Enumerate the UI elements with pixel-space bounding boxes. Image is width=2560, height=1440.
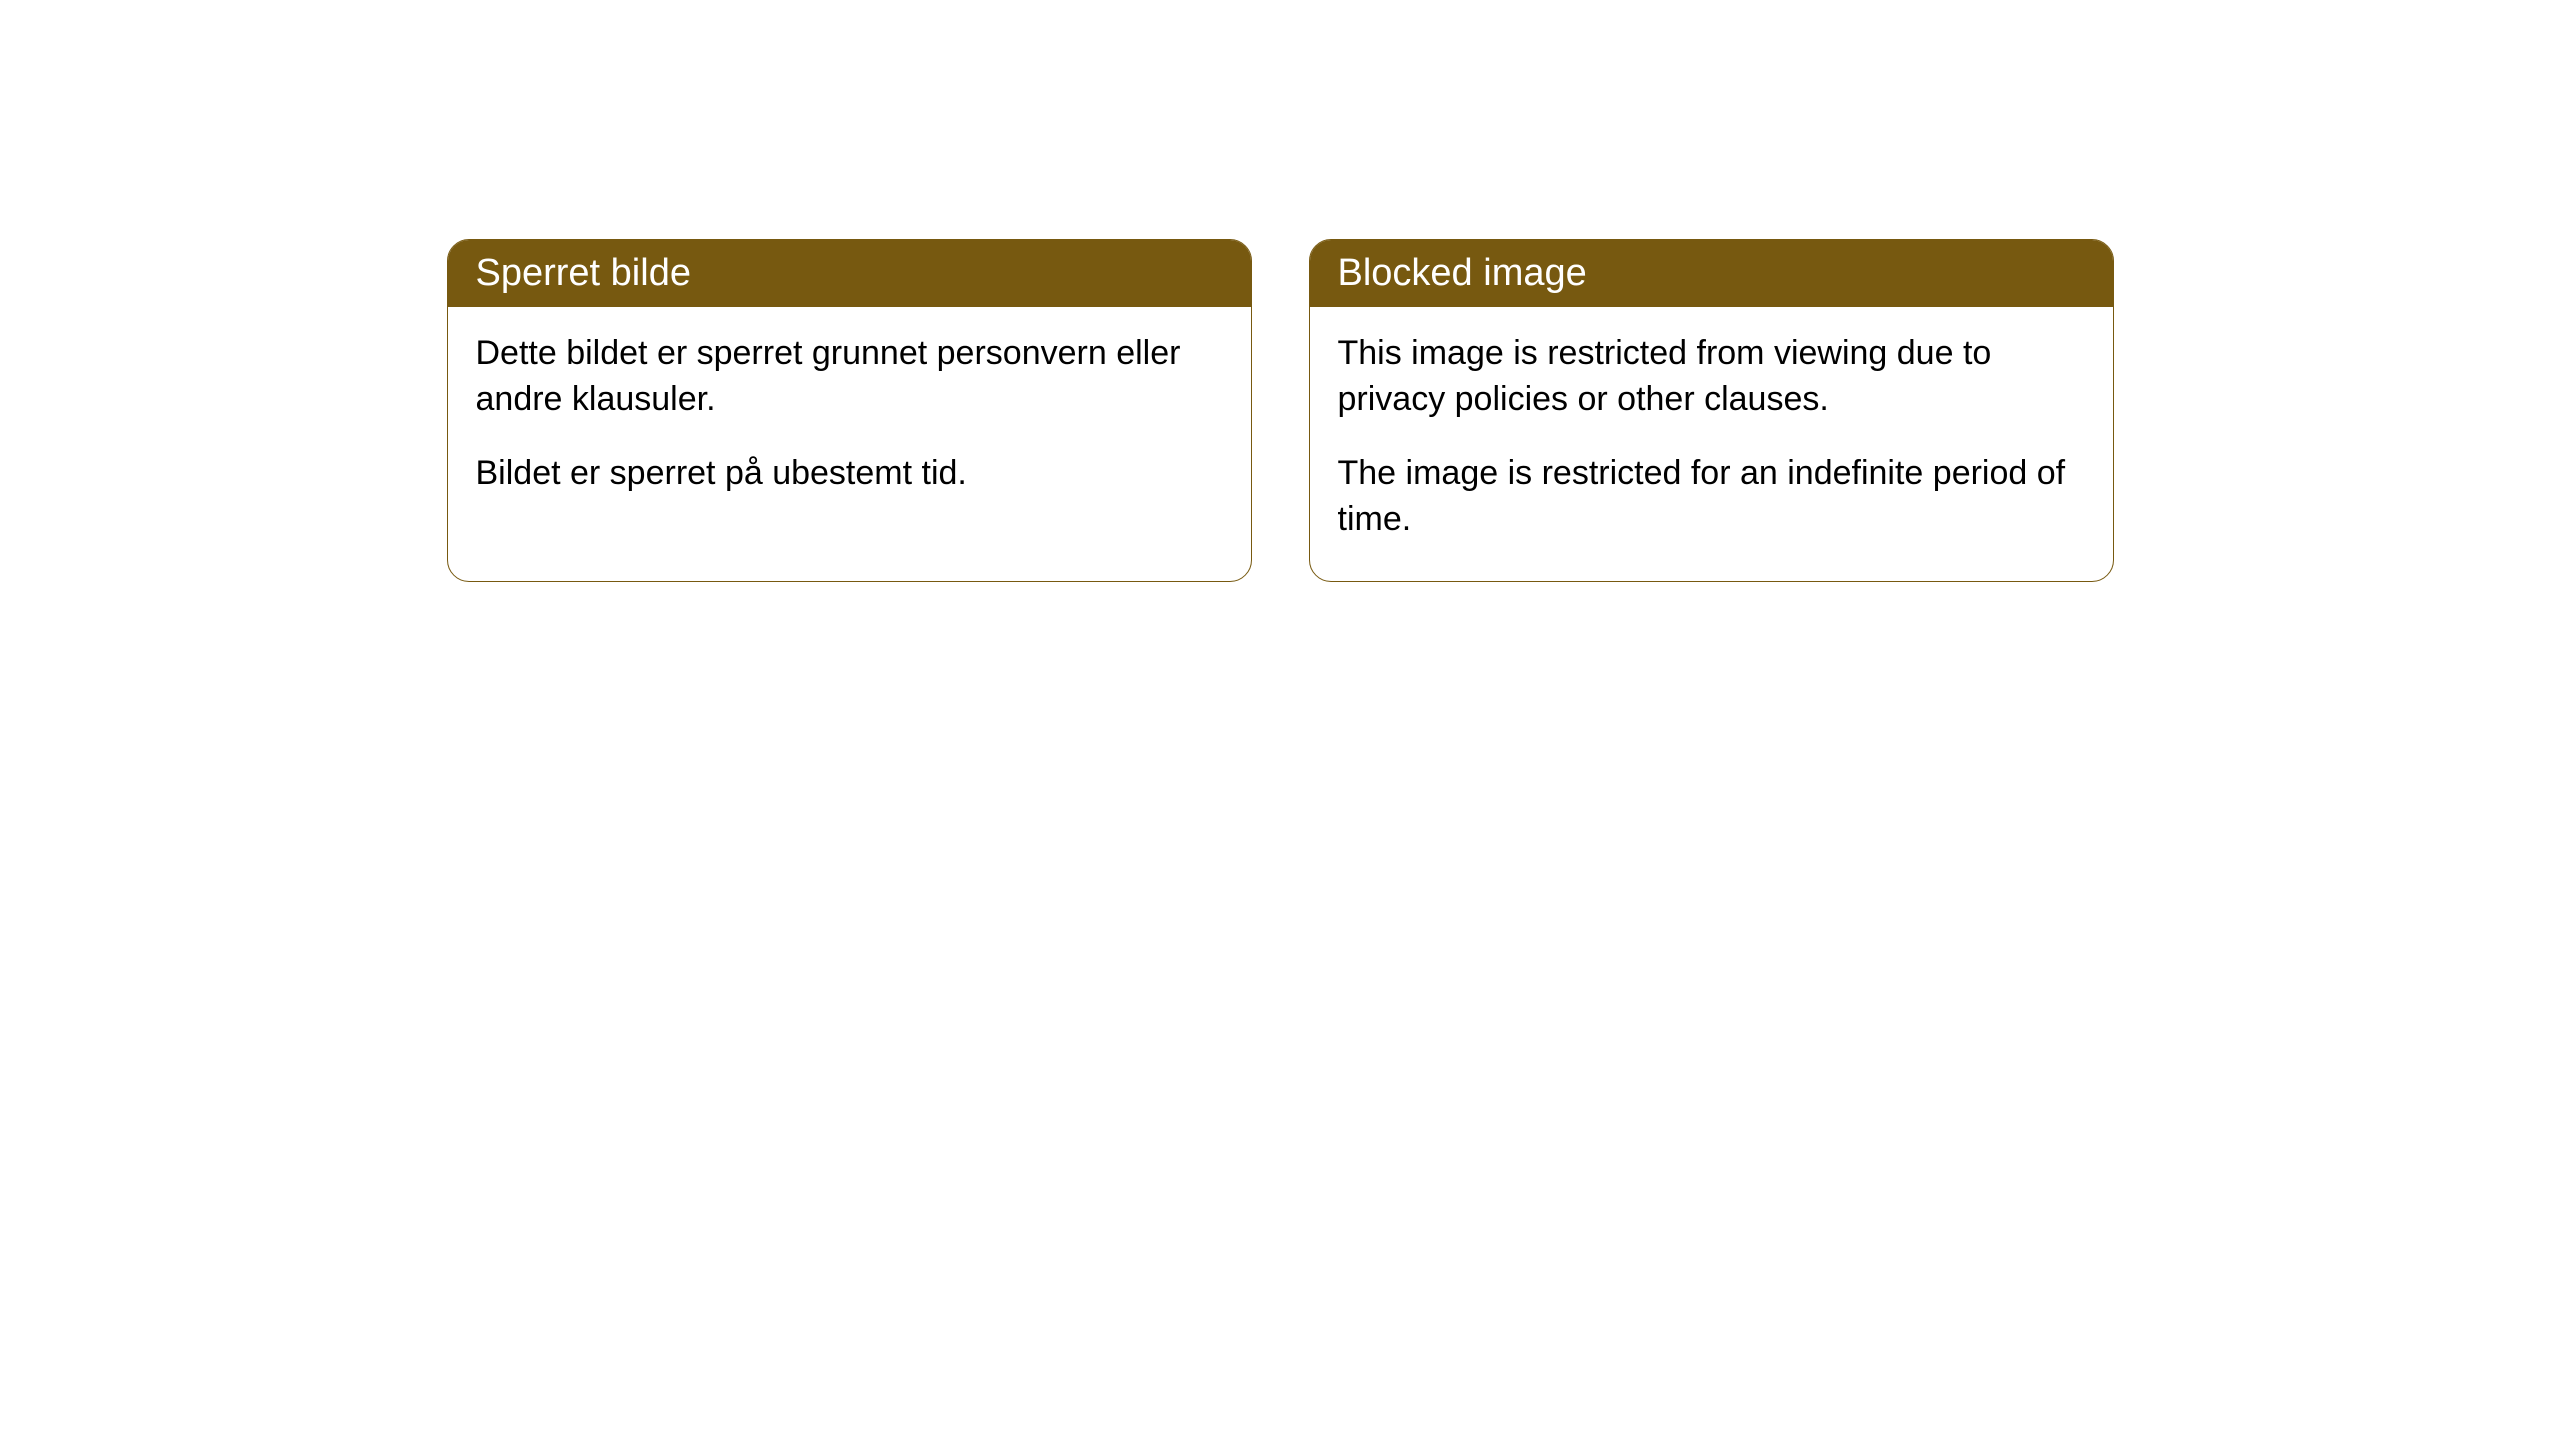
card-body: Dette bildet er sperret grunnet personve… — [448, 307, 1251, 535]
notice-card-english: Blocked image This image is restricted f… — [1309, 239, 2114, 582]
card-header: Sperret bilde — [448, 240, 1251, 307]
card-paragraph: Bildet er sperret på ubestemt tid. — [476, 451, 1223, 497]
notice-cards-container: Sperret bilde Dette bildet er sperret gr… — [447, 239, 2114, 582]
card-paragraph: This image is restricted from viewing du… — [1338, 331, 2085, 423]
card-header: Blocked image — [1310, 240, 2113, 307]
card-paragraph: The image is restricted for an indefinit… — [1338, 451, 2085, 543]
card-paragraph: Dette bildet er sperret grunnet personve… — [476, 331, 1223, 423]
notice-card-norwegian: Sperret bilde Dette bildet er sperret gr… — [447, 239, 1252, 582]
card-body: This image is restricted from viewing du… — [1310, 307, 2113, 581]
